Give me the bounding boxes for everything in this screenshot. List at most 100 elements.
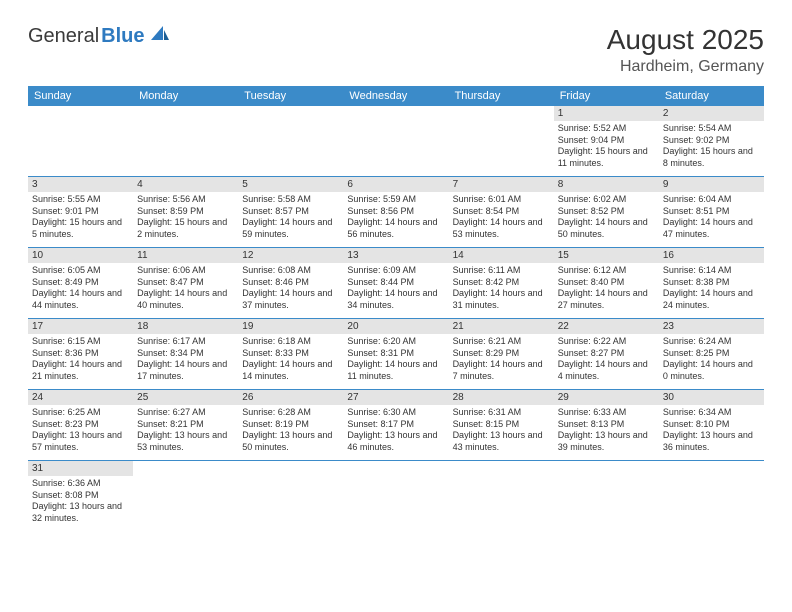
calendar-cell: 27Sunrise: 6:30 AMSunset: 8:17 PMDayligh… [343, 390, 448, 460]
calendar-cell: 29Sunrise: 6:33 AMSunset: 8:13 PMDayligh… [554, 390, 659, 460]
calendar-cell: 15Sunrise: 6:12 AMSunset: 8:40 PMDayligh… [554, 248, 659, 318]
calendar-cell: 22Sunrise: 6:22 AMSunset: 8:27 PMDayligh… [554, 319, 659, 389]
sunrise-text: Sunrise: 6:08 AM [242, 265, 339, 277]
day-number [659, 461, 764, 465]
calendar-cell: 31Sunrise: 6:36 AMSunset: 8:08 PMDayligh… [28, 461, 133, 531]
daylight-text: Daylight: 13 hours and 50 minutes. [242, 430, 339, 453]
calendar-cell: 16Sunrise: 6:14 AMSunset: 8:38 PMDayligh… [659, 248, 764, 318]
daylight-text: Daylight: 13 hours and 53 minutes. [137, 430, 234, 453]
calendar-header-row: SundayMondayTuesdayWednesdayThursdayFrid… [28, 86, 764, 106]
calendar-cell: 5Sunrise: 5:58 AMSunset: 8:57 PMDaylight… [238, 177, 343, 247]
daylight-text: Daylight: 13 hours and 32 minutes. [32, 501, 129, 524]
day-details: Sunrise: 6:12 AMSunset: 8:40 PMDaylight:… [554, 263, 659, 316]
daylight-text: Daylight: 14 hours and 31 minutes. [453, 288, 550, 311]
calendar-cell: 3Sunrise: 5:55 AMSunset: 9:01 PMDaylight… [28, 177, 133, 247]
day-number [554, 461, 659, 465]
day-details: Sunrise: 6:27 AMSunset: 8:21 PMDaylight:… [133, 405, 238, 458]
day-number: 11 [133, 248, 238, 263]
sunrise-text: Sunrise: 5:54 AM [663, 123, 760, 135]
sunset-text: Sunset: 8:57 PM [242, 206, 339, 218]
day-number [28, 106, 133, 110]
day-details: Sunrise: 6:18 AMSunset: 8:33 PMDaylight:… [238, 334, 343, 387]
calendar-cell [659, 461, 764, 531]
day-details: Sunrise: 5:54 AMSunset: 9:02 PMDaylight:… [659, 121, 764, 174]
daylight-text: Daylight: 14 hours and 37 minutes. [242, 288, 339, 311]
calendar-cell: 7Sunrise: 6:01 AMSunset: 8:54 PMDaylight… [449, 177, 554, 247]
sunrise-text: Sunrise: 6:28 AM [242, 407, 339, 419]
calendar-cell [449, 106, 554, 176]
sunset-text: Sunset: 8:51 PM [663, 206, 760, 218]
sunset-text: Sunset: 8:15 PM [453, 419, 550, 431]
daylight-text: Daylight: 14 hours and 47 minutes. [663, 217, 760, 240]
day-details: Sunrise: 6:25 AMSunset: 8:23 PMDaylight:… [28, 405, 133, 458]
logo-text-blue: Blue [101, 25, 144, 48]
day-number: 30 [659, 390, 764, 405]
daylight-text: Daylight: 14 hours and 21 minutes. [32, 359, 129, 382]
sunset-text: Sunset: 8:29 PM [453, 348, 550, 360]
calendar-cell: 26Sunrise: 6:28 AMSunset: 8:19 PMDayligh… [238, 390, 343, 460]
day-number [449, 106, 554, 110]
daylight-text: Daylight: 14 hours and 27 minutes. [558, 288, 655, 311]
calendar-cell: 2Sunrise: 5:54 AMSunset: 9:02 PMDaylight… [659, 106, 764, 176]
sunrise-text: Sunrise: 5:59 AM [347, 194, 444, 206]
day-details: Sunrise: 6:01 AMSunset: 8:54 PMDaylight:… [449, 192, 554, 245]
calendar-cell: 24Sunrise: 6:25 AMSunset: 8:23 PMDayligh… [28, 390, 133, 460]
calendar-cell [133, 461, 238, 531]
day-details: Sunrise: 6:06 AMSunset: 8:47 PMDaylight:… [133, 263, 238, 316]
day-number [343, 461, 448, 465]
day-number [133, 106, 238, 110]
day-details: Sunrise: 5:56 AMSunset: 8:59 PMDaylight:… [133, 192, 238, 245]
daylight-text: Daylight: 14 hours and 44 minutes. [32, 288, 129, 311]
sunrise-text: Sunrise: 6:05 AM [32, 265, 129, 277]
day-details: Sunrise: 6:36 AMSunset: 8:08 PMDaylight:… [28, 476, 133, 529]
day-number: 27 [343, 390, 448, 405]
day-number: 29 [554, 390, 659, 405]
calendar-cell [554, 461, 659, 531]
title-box: August 2025 Hardheim, Germany [607, 24, 764, 76]
calendar-header-cell: Sunday [28, 86, 133, 106]
calendar-header-cell: Saturday [659, 86, 764, 106]
sunrise-text: Sunrise: 6:21 AM [453, 336, 550, 348]
calendar-cell: 25Sunrise: 6:27 AMSunset: 8:21 PMDayligh… [133, 390, 238, 460]
calendar-cell: 4Sunrise: 5:56 AMSunset: 8:59 PMDaylight… [133, 177, 238, 247]
sunrise-text: Sunrise: 5:56 AM [137, 194, 234, 206]
day-details: Sunrise: 5:52 AMSunset: 9:04 PMDaylight:… [554, 121, 659, 174]
sunset-text: Sunset: 8:42 PM [453, 277, 550, 289]
daylight-text: Daylight: 13 hours and 39 minutes. [558, 430, 655, 453]
calendar-cell: 18Sunrise: 6:17 AMSunset: 8:34 PMDayligh… [133, 319, 238, 389]
sunrise-text: Sunrise: 6:27 AM [137, 407, 234, 419]
day-details: Sunrise: 6:31 AMSunset: 8:15 PMDaylight:… [449, 405, 554, 458]
day-details: Sunrise: 6:04 AMSunset: 8:51 PMDaylight:… [659, 192, 764, 245]
day-number: 5 [238, 177, 343, 192]
day-details: Sunrise: 6:08 AMSunset: 8:46 PMDaylight:… [238, 263, 343, 316]
day-number: 20 [343, 319, 448, 334]
day-number: 12 [238, 248, 343, 263]
calendar-cell: 6Sunrise: 5:59 AMSunset: 8:56 PMDaylight… [343, 177, 448, 247]
sunrise-text: Sunrise: 6:15 AM [32, 336, 129, 348]
calendar-cell [449, 461, 554, 531]
day-number: 22 [554, 319, 659, 334]
sunrise-text: Sunrise: 6:22 AM [558, 336, 655, 348]
day-number: 28 [449, 390, 554, 405]
calendar-cell: 9Sunrise: 6:04 AMSunset: 8:51 PMDaylight… [659, 177, 764, 247]
calendar-cell: 30Sunrise: 6:34 AMSunset: 8:10 PMDayligh… [659, 390, 764, 460]
day-number: 18 [133, 319, 238, 334]
sunset-text: Sunset: 8:13 PM [558, 419, 655, 431]
sunrise-text: Sunrise: 6:12 AM [558, 265, 655, 277]
daylight-text: Daylight: 14 hours and 34 minutes. [347, 288, 444, 311]
page-title: August 2025 [607, 24, 764, 56]
daylight-text: Daylight: 14 hours and 50 minutes. [558, 217, 655, 240]
daylight-text: Daylight: 15 hours and 8 minutes. [663, 146, 760, 169]
calendar-cell: 10Sunrise: 6:05 AMSunset: 8:49 PMDayligh… [28, 248, 133, 318]
day-number: 7 [449, 177, 554, 192]
calendar-header-cell: Tuesday [238, 86, 343, 106]
sunset-text: Sunset: 8:54 PM [453, 206, 550, 218]
sunset-text: Sunset: 8:49 PM [32, 277, 129, 289]
logo: GeneralBlue [28, 24, 171, 48]
daylight-text: Daylight: 14 hours and 56 minutes. [347, 217, 444, 240]
daylight-text: Daylight: 13 hours and 43 minutes. [453, 430, 550, 453]
day-number: 13 [343, 248, 448, 263]
day-details: Sunrise: 6:05 AMSunset: 8:49 PMDaylight:… [28, 263, 133, 316]
sunrise-text: Sunrise: 6:31 AM [453, 407, 550, 419]
sunset-text: Sunset: 8:36 PM [32, 348, 129, 360]
